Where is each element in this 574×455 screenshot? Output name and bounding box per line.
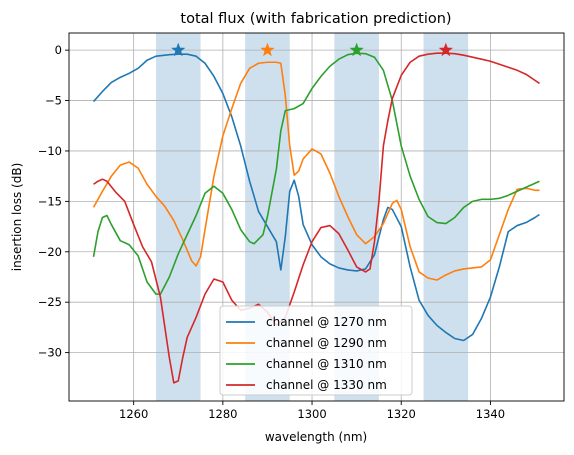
y-tick-label: −10 — [38, 144, 62, 158]
y-tick-label: −25 — [38, 295, 62, 309]
series-line-2 — [92, 61, 540, 281]
x-tick-label: 1260 — [119, 407, 148, 421]
legend: channel @ 1270 nm channel @ 1290 nm channe… — [219, 305, 413, 396]
peak-marker-1 — [171, 42, 186, 57]
x-tick-label: 1300 — [297, 407, 326, 421]
y-tick-label: −30 — [38, 346, 62, 360]
plot-frame — [68, 32, 565, 402]
peak-markers — [171, 42, 453, 57]
legend-label-4: channel @ 1330 nm — [266, 378, 387, 392]
x-tick-label: 1340 — [476, 407, 505, 421]
y-axis-ticks: 0 −5 −10 −15 −20 −25 −30 — [38, 43, 69, 360]
band-4 — [423, 33, 469, 401]
y-tick-label: 0 — [55, 43, 62, 57]
x-tick-label: 1320 — [387, 407, 416, 421]
x-tick-label: 1280 — [208, 407, 237, 421]
series-line-4 — [93, 52, 540, 384]
x-axis-ticks: 1260 1280 1300 1320 1340 — [119, 401, 505, 421]
peak-marker-2 — [260, 42, 275, 57]
y-axis-label: insertion loss (dB) — [10, 163, 24, 272]
peak-marker-3 — [349, 42, 364, 57]
legend-label-3: channel @ 1310 nm — [266, 357, 387, 371]
y-tick-label: −15 — [38, 194, 62, 208]
chart-title: total flux (with fabrication prediction) — [180, 11, 451, 27]
series-line-1 — [92, 53, 540, 342]
x-axis-label: wavelength (nm) — [265, 430, 367, 444]
band-1 — [155, 33, 201, 401]
legend-box — [219, 305, 413, 396]
y-tick-label: −20 — [38, 245, 62, 259]
series-line-3 — [92, 52, 540, 295]
legend-label-1: channel @ 1270 nm — [266, 315, 387, 329]
y-tick-label: −5 — [45, 94, 62, 108]
peak-marker-4 — [438, 42, 453, 57]
legend-label-2: channel @ 1290 nm — [266, 336, 387, 350]
series-lines — [92, 52, 540, 384]
